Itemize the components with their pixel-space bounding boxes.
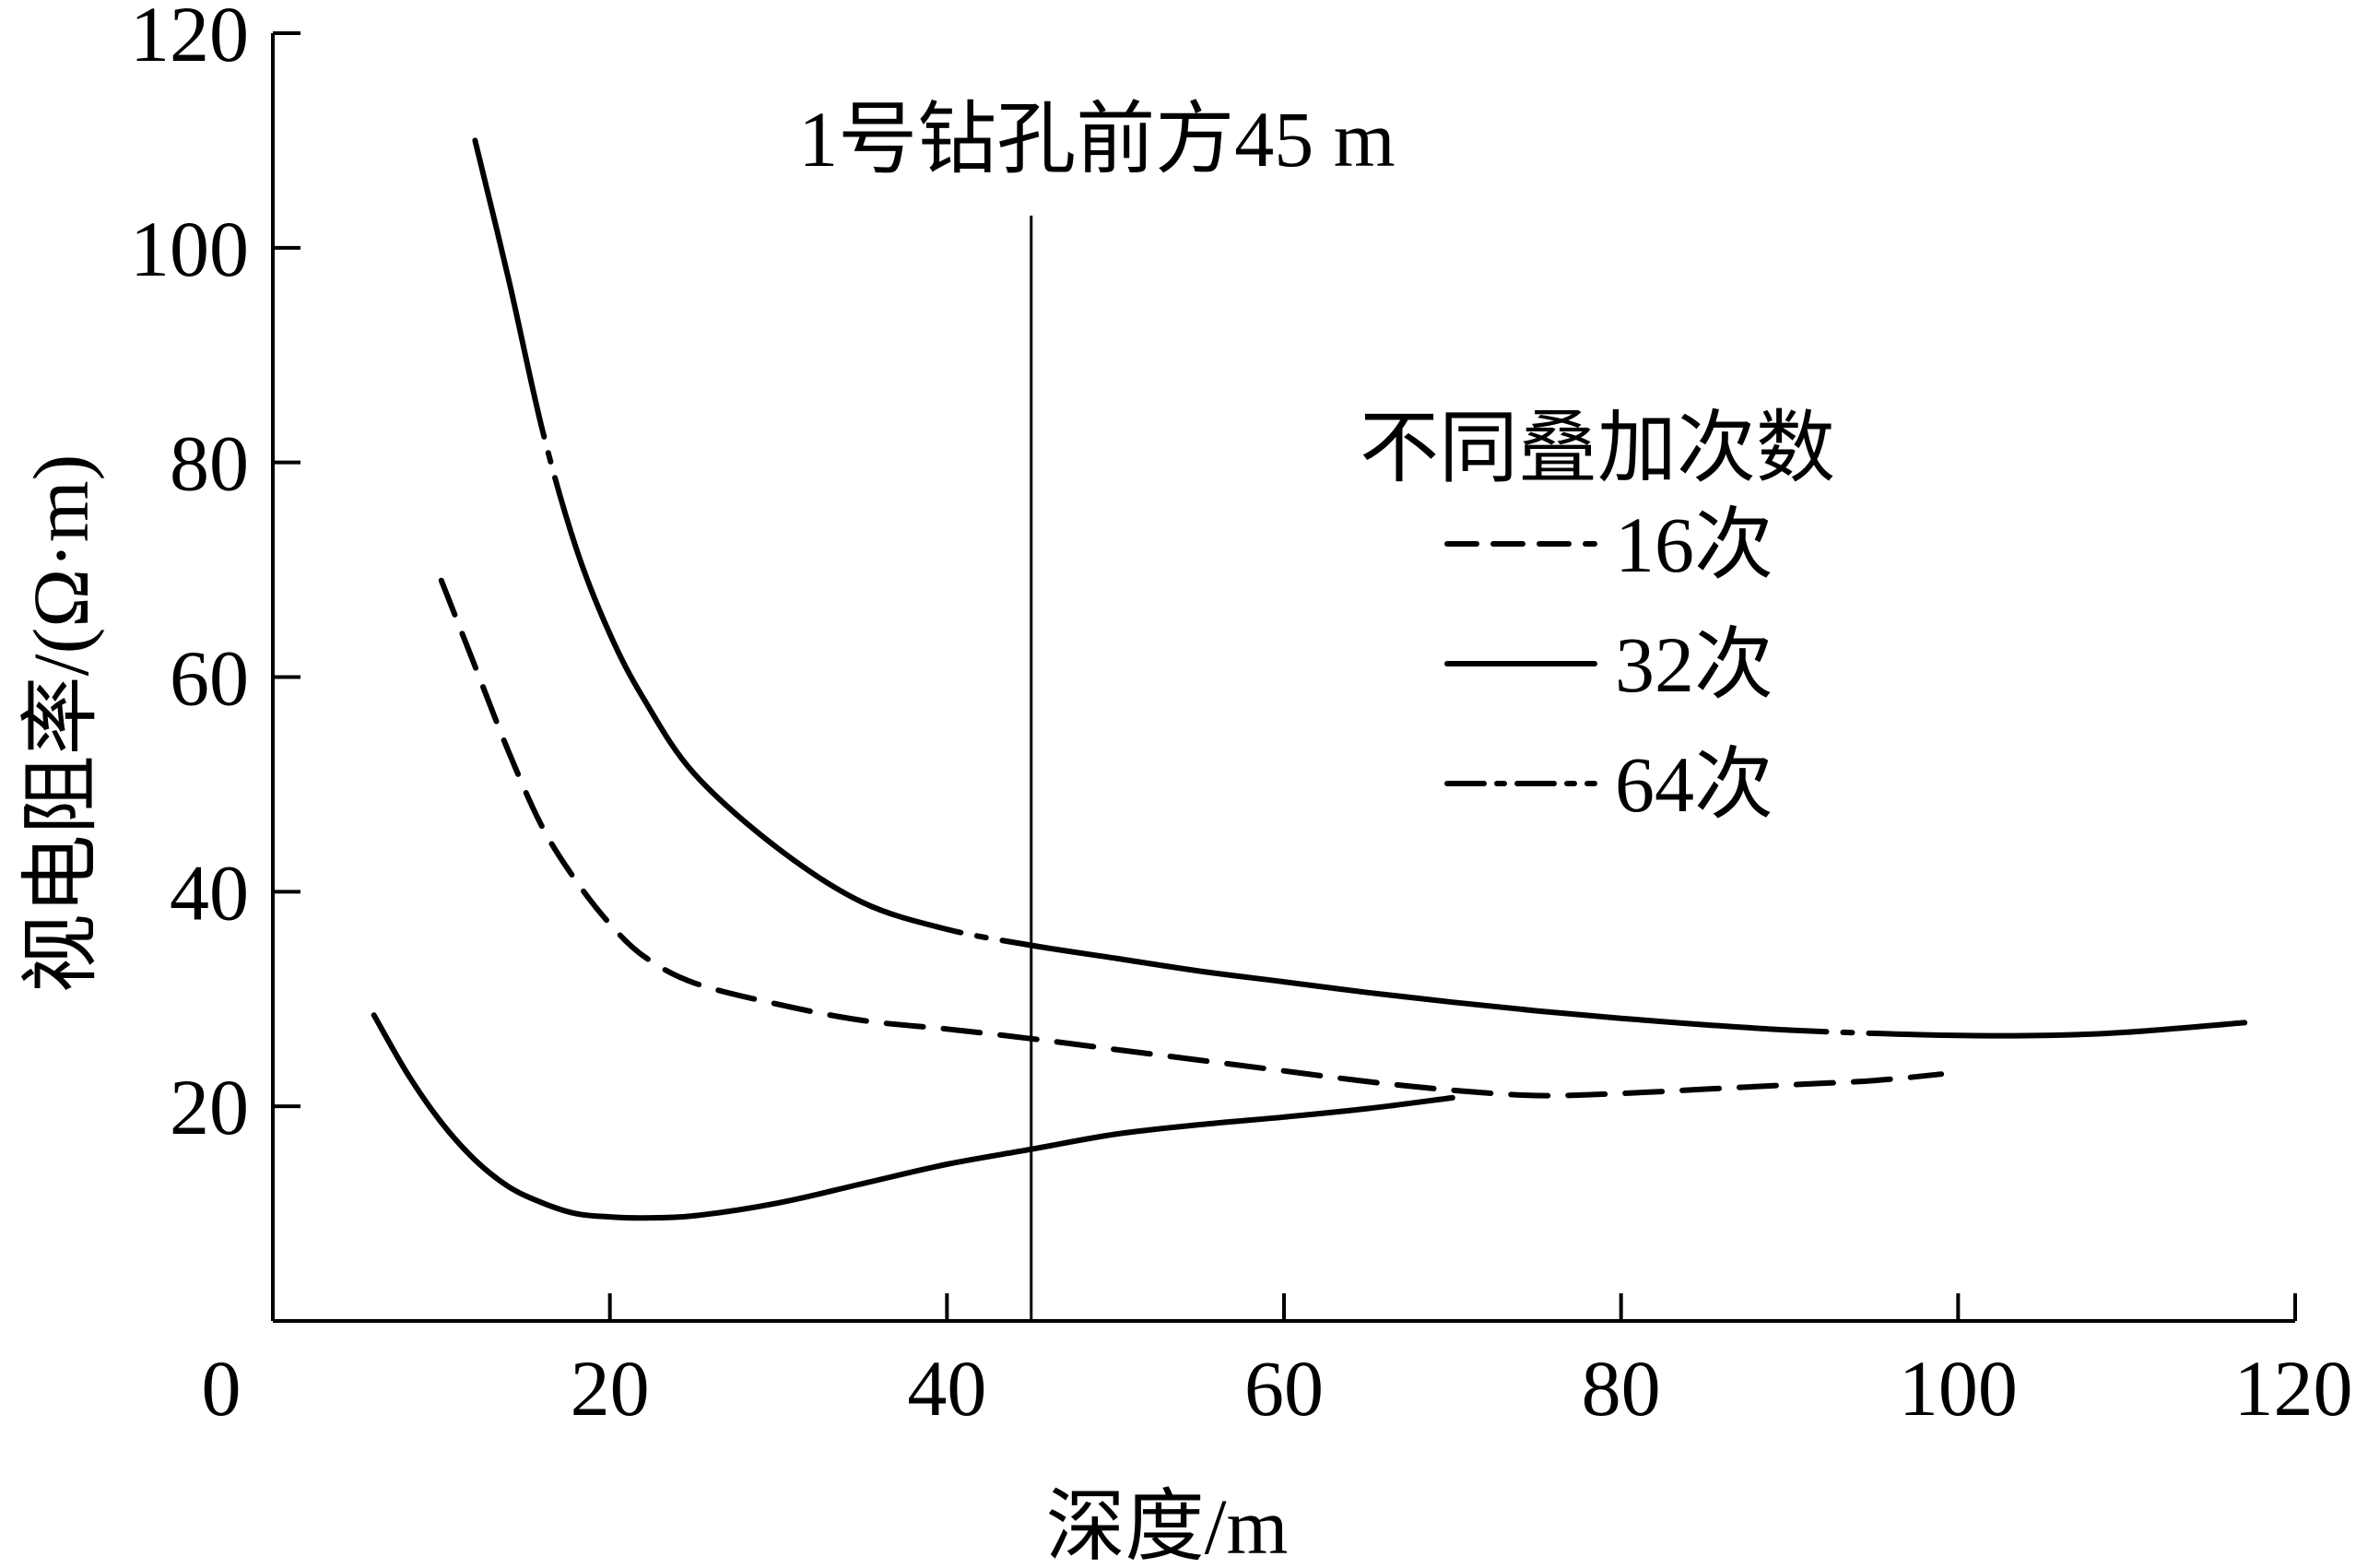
x-tick-label: 40 (907, 1344, 986, 1432)
annotation-label: 1号钻孔前方45 m (798, 95, 1395, 183)
x-tick-label: 0 (202, 1344, 241, 1432)
x-tick-label: 20 (571, 1344, 650, 1432)
x-axis-label: 深度/m (1046, 1482, 1289, 1568)
y-tick-label: 60 (170, 634, 249, 723)
y-axis-label: 视电阻率/(Ω·m) (17, 454, 105, 994)
legend: 不同叠加次数 16次 32次 64次 (1360, 404, 1835, 829)
series-group (371, 137, 2248, 1221)
legend-entries: 16次 32次 64次 (1444, 501, 1773, 829)
series-line-2 (472, 137, 2248, 1039)
axes (271, 33, 2295, 1323)
x-tick-label: 120 (2234, 1344, 2353, 1432)
legend-label-3: 64次 (1615, 740, 1773, 829)
y-tick-label: 120 (130, 0, 249, 78)
x-tick-label: 100 (1899, 1344, 2018, 1432)
x-tick-label: 60 (1244, 1344, 1324, 1432)
legend-title: 不同叠加次数 (1360, 404, 1835, 492)
y-tick-label: 100 (130, 205, 249, 293)
legend-label-1: 16次 (1615, 501, 1773, 589)
y-ticks: 20 40 60 80 100 120 (130, 0, 300, 1151)
legend-label-2: 32次 (1615, 620, 1773, 709)
y-tick-label: 40 (170, 848, 249, 937)
series-line-3 (371, 1012, 1455, 1221)
x-ticks: 0 20 40 60 80 100 120 (202, 1293, 2353, 1432)
series-line-1 (438, 577, 1945, 1099)
y-tick-label: 80 (170, 419, 249, 508)
annotations: 1号钻孔前方45 m (798, 95, 1396, 1321)
y-tick-label: 20 (170, 1063, 249, 1151)
x-tick-label: 80 (1582, 1344, 1661, 1432)
